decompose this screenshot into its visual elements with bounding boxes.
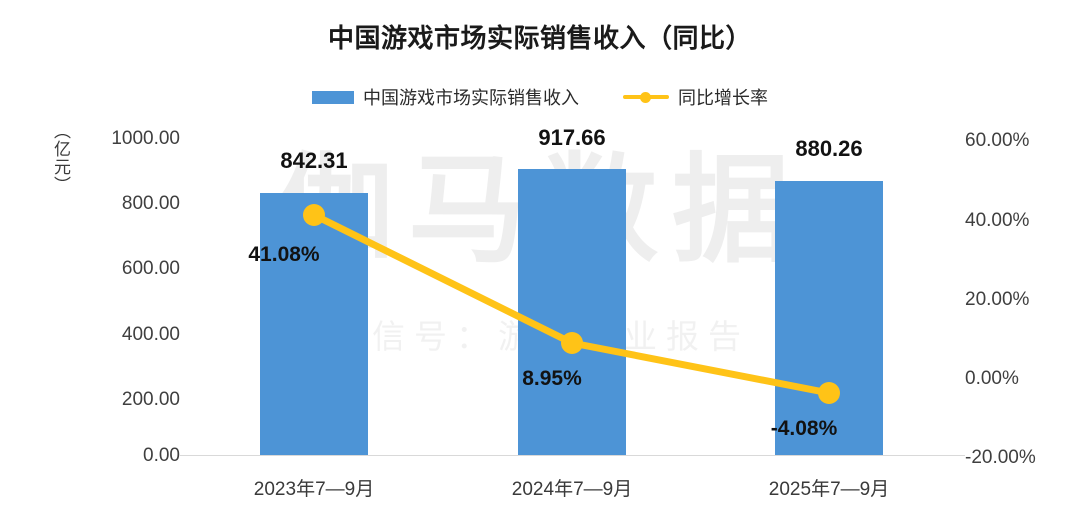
y-axis-title: （亿元） [51, 122, 70, 194]
y-tick-left-5: 1000.00 [111, 128, 180, 149]
y-tick-left-0: 0.00 [143, 445, 180, 466]
legend-item-revenue[interactable]: 中国游戏市场实际销售收入 [312, 84, 579, 110]
y-tick-left-4: 800.00 [121, 193, 180, 214]
y-tick-right-1: 0.00% [965, 368, 1019, 389]
legend-label-revenue: 中国游戏市场实际销售收入 [363, 88, 579, 108]
y-tick-right-2: 20.00% [965, 289, 1030, 310]
x-axis-label-2025: 2025年7—9月 [768, 479, 890, 500]
y-axis-left: 1000.00 800.00 600.00 400.00 200.00 0.00 [70, 0, 180, 520]
bar-2024[interactable] [518, 169, 626, 455]
y-axis-right: 60.00% 40.00% 20.00% 0.00% -20.00% [965, 0, 1075, 520]
bar-value-label-2024: 917.66 [538, 125, 606, 150]
axis-baseline [180, 455, 965, 456]
data-point-2024 [561, 332, 583, 354]
legend-item-growth-rate[interactable]: 同比增长率 [623, 84, 768, 110]
data-point-2025 [818, 382, 840, 404]
chart-title: 中国游戏市场实际销售收入（同比） [327, 23, 752, 53]
line-value-label-2025: -4.08% [770, 417, 838, 440]
x-axis-label-2023: 2023年7—9月 [253, 479, 375, 500]
bar-value-label-2025: 880.26 [795, 136, 863, 161]
y-tick-right-0: -20.00% [965, 447, 1036, 468]
y-tick-right-4: 60.00% [965, 130, 1030, 151]
line-value-label-2024: 8.95% [522, 367, 582, 390]
bar-value-label-2023: 842.31 [280, 148, 348, 173]
y-tick-left-1: 200.00 [121, 389, 180, 410]
bar-2025[interactable] [775, 181, 883, 455]
legend-bar-swatch-icon [312, 90, 354, 104]
y-tick-left-2: 400.00 [121, 324, 180, 345]
y-tick-right-3: 40.00% [965, 210, 1030, 231]
x-axis-label-2024: 2024年7—9月 [511, 479, 633, 500]
data-point-2023 [303, 204, 325, 226]
chart-legend: 中国游戏市场实际销售收入 同比增长率 [0, 84, 1080, 110]
line-value-label-2023: 41.08% [248, 243, 320, 266]
legend-line-swatch-icon [623, 90, 669, 104]
y-tick-left-3: 600.00 [121, 258, 180, 279]
legend-label-growth-rate: 同比增长率 [678, 88, 768, 108]
